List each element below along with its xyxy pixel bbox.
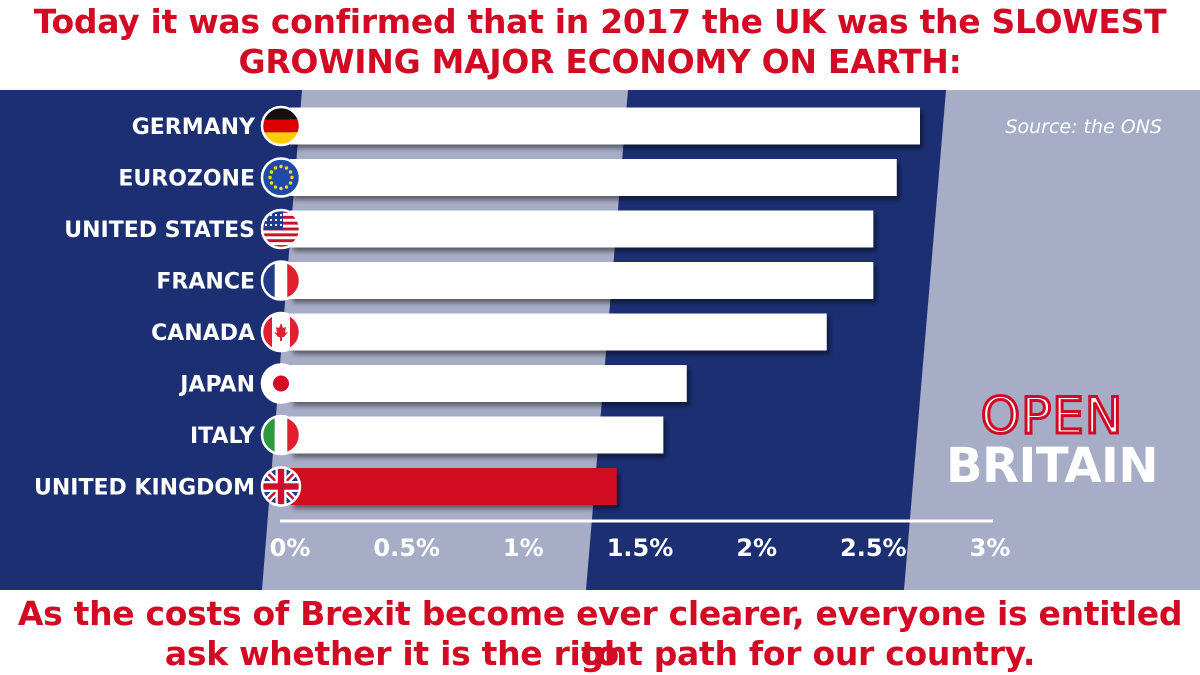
logo-open-text: OPEN bbox=[979, 387, 1124, 445]
eu-flag-icon bbox=[260, 157, 302, 198]
x-tick-label: 2% bbox=[736, 534, 777, 562]
bar-italy bbox=[290, 416, 664, 454]
x-tick-label: 0.5% bbox=[373, 534, 440, 562]
logo-britain-text: BRITAIN bbox=[945, 438, 1159, 494]
category-label-japan: JAPAN bbox=[178, 373, 255, 398]
category-label-germany: GERMANY bbox=[132, 115, 256, 140]
category-label-france: FRANCE bbox=[156, 270, 255, 295]
category-label-italy: ITALY bbox=[190, 424, 256, 449]
japan-flag-icon bbox=[260, 363, 302, 404]
headline-line-2: GROWING MAJOR ECONOMY ON EARTH: bbox=[238, 42, 962, 81]
category-label-canada: CANADA bbox=[151, 321, 255, 346]
x-tick-label: 3% bbox=[970, 534, 1011, 562]
category-label-united-kingdom: UNITED KINGDOM bbox=[34, 476, 255, 501]
category-labels-group: GERMANY EUROZONE UNITED STATES FRANCE CANADA… bbox=[34, 115, 256, 501]
flags-group bbox=[260, 105, 302, 507]
category-label-united-states: UNITED STATES bbox=[64, 218, 255, 243]
uk-flag-icon bbox=[260, 466, 302, 507]
usa-flag-icon bbox=[260, 208, 302, 250]
bars-group bbox=[290, 107, 920, 505]
germany-flag-icon bbox=[260, 105, 302, 147]
bar-canada bbox=[290, 313, 827, 351]
x-tick-label: 0% bbox=[270, 534, 311, 562]
bar-united-states bbox=[290, 210, 874, 248]
bar-united-kingdom bbox=[290, 468, 617, 505]
source-note: Source: the ONS bbox=[1005, 116, 1162, 138]
x-axis: 0% 0.5% 1% 1.5% 2% 2.5% 3% bbox=[270, 519, 1011, 562]
footer-line-2: ask whether it is the right path for our… bbox=[164, 634, 1036, 673]
bar-germany bbox=[290, 107, 920, 145]
x-tick-label: 1% bbox=[503, 534, 544, 562]
category-label-eurozone: EUROZONE bbox=[118, 167, 255, 192]
x-tick-label: 2.5% bbox=[840, 534, 907, 562]
footer-line-1: As the costs of Brexit become ever clear… bbox=[17, 594, 1183, 673]
bar-japan bbox=[290, 365, 687, 402]
bar-eurozone bbox=[290, 159, 897, 196]
bar-france bbox=[290, 262, 874, 299]
france-flag-icon bbox=[260, 260, 302, 301]
background-band-light-2 bbox=[904, 90, 1200, 590]
italy-flag-icon bbox=[260, 414, 302, 456]
headline-line-1: Today it was confirmed that in 2017 the … bbox=[33, 2, 1167, 41]
x-tick-label: 1.5% bbox=[607, 534, 674, 562]
canada-flag-icon bbox=[260, 311, 302, 353]
